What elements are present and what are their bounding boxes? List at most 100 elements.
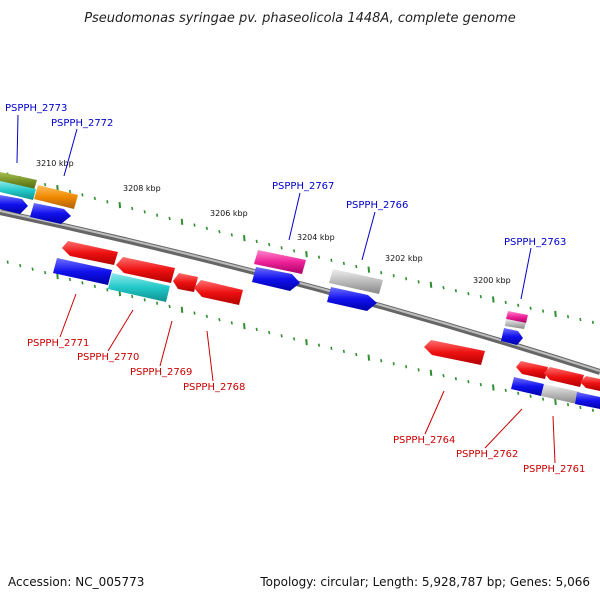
gene-pspph-2772[interactable] bbox=[34, 185, 78, 209]
top-tick bbox=[579, 317, 582, 322]
bottom-tick bbox=[106, 288, 109, 292]
gene-red-2762b[interactable] bbox=[544, 367, 584, 387]
bottom-tick bbox=[44, 270, 47, 275]
callout-lines-bottom bbox=[59, 293, 556, 464]
gene-blue-top-2[interactable] bbox=[30, 203, 71, 224]
bottom-tick bbox=[330, 346, 333, 350]
tick-label-3204: 3204 kbp bbox=[297, 233, 335, 242]
gene-pspph-2764[interactable] bbox=[424, 340, 485, 365]
bottom-tick bbox=[19, 263, 22, 268]
top-tick bbox=[317, 255, 321, 259]
top-tick bbox=[193, 223, 196, 227]
gene-pspph-2771[interactable] bbox=[53, 258, 112, 285]
label-pspph-2761[interactable]: PSPPH_2761 bbox=[523, 464, 585, 475]
bottom-tick bbox=[143, 298, 146, 302]
bottom-tick bbox=[554, 398, 557, 405]
top-tick bbox=[542, 309, 545, 313]
gene-pspph-2762[interactable] bbox=[511, 377, 544, 396]
bottom-tick bbox=[467, 380, 470, 384]
top-tick bbox=[492, 296, 495, 303]
top-tick bbox=[268, 242, 271, 247]
top-tick bbox=[554, 310, 557, 317]
top-tick bbox=[355, 264, 358, 269]
top-tick bbox=[93, 196, 96, 201]
gene-red-2761a[interactable] bbox=[580, 376, 600, 391]
gene-cyan-top[interactable] bbox=[0, 181, 36, 200]
top-tick bbox=[442, 286, 445, 290]
bottom-tick bbox=[193, 311, 196, 315]
top-tick bbox=[293, 249, 296, 253]
bottom-tick bbox=[56, 273, 59, 280]
label-pspph-2767[interactable]: PSPPH_2767 bbox=[272, 181, 334, 192]
top-tick bbox=[230, 233, 233, 237]
bottom-tick bbox=[392, 362, 395, 366]
gene-pspph-2763[interactable] bbox=[506, 311, 528, 323]
top-tick bbox=[330, 258, 333, 262]
gene-pspph-2761[interactable] bbox=[541, 384, 580, 404]
label-pspph-2763[interactable]: PSPPH_2763 bbox=[504, 237, 566, 248]
bottom-tick bbox=[268, 330, 271, 335]
bottom-tick bbox=[454, 377, 457, 381]
bottom-tick bbox=[367, 354, 371, 361]
bottom-tick bbox=[355, 352, 358, 357]
genome-summary-text: Topology: circular; Length: 5,928,787 bp… bbox=[259, 575, 590, 589]
gene-red-2762a[interactable] bbox=[516, 361, 548, 379]
gene-pspph-2767[interactable] bbox=[254, 250, 306, 274]
gene-gray-2763b[interactable] bbox=[505, 319, 526, 329]
top-tick bbox=[243, 235, 246, 242]
top-tick bbox=[218, 230, 221, 234]
gene-pspph-2766[interactable] bbox=[329, 269, 383, 294]
bottom-tick bbox=[429, 369, 433, 376]
gene-blue-2767b[interactable] bbox=[252, 267, 300, 291]
label-pspph-2770[interactable]: PSPPH_2770 bbox=[77, 352, 139, 363]
tick-row-top bbox=[6, 172, 594, 324]
top-tick bbox=[118, 202, 122, 209]
bottom-tick bbox=[405, 365, 408, 369]
bottom-tick bbox=[591, 408, 594, 412]
label-pspph-2771[interactable]: PSPPH_2771 bbox=[27, 338, 89, 349]
accession-text: Accession: NC_005773 bbox=[8, 575, 144, 589]
gene-blue-2763c[interactable] bbox=[501, 328, 523, 345]
gene-pspph-2770[interactable] bbox=[108, 273, 170, 302]
top-tick bbox=[305, 251, 308, 258]
label-pspph-2769[interactable]: PSPPH_2769 bbox=[130, 367, 192, 378]
top-tick bbox=[81, 193, 84, 197]
bottom-tick bbox=[255, 327, 258, 332]
bottom-tick bbox=[529, 394, 532, 398]
label-pspph-2768[interactable]: PSPPH_2768 bbox=[183, 382, 245, 393]
gene-pspph-2768[interactable] bbox=[194, 280, 243, 305]
bottom-tick bbox=[579, 405, 582, 410]
top-tick bbox=[180, 218, 184, 225]
gene-pspph-2769[interactable] bbox=[173, 273, 198, 292]
map-title: Pseudomonas syringae pv. phaseolicola 14… bbox=[84, 11, 516, 26]
bottom-tick bbox=[180, 306, 184, 313]
top-tick bbox=[367, 266, 371, 273]
gene-blue-edge[interactable] bbox=[575, 392, 600, 409]
bottom-tick bbox=[380, 359, 383, 363]
bottom-tick bbox=[517, 391, 520, 395]
bottom-tick bbox=[93, 284, 96, 289]
bottom-tick bbox=[230, 321, 233, 325]
top-tick bbox=[44, 182, 47, 187]
genome-backbone-highlight bbox=[0, 210, 600, 372]
bottom-tick bbox=[6, 260, 9, 264]
top-tick bbox=[392, 274, 395, 278]
tick-label-3206: 3206 kbp bbox=[210, 209, 248, 218]
gene-red-2770a[interactable] bbox=[116, 257, 175, 283]
label-pspph-2764[interactable]: PSPPH_2764 bbox=[393, 435, 455, 446]
gene-red-2771a[interactable] bbox=[62, 241, 118, 265]
label-pspph-2762[interactable]: PSPPH_2762 bbox=[456, 449, 518, 460]
top-tick bbox=[205, 226, 208, 231]
top-tick bbox=[417, 280, 420, 284]
label-pspph-2772[interactable]: PSPPH_2772 bbox=[51, 118, 113, 129]
gene-blue-2766b[interactable] bbox=[327, 287, 377, 311]
gene-pspph-2773[interactable] bbox=[0, 195, 28, 214]
top-tick bbox=[143, 210, 146, 214]
label-pspph-2766[interactable]: PSPPH_2766 bbox=[346, 200, 408, 211]
label-pspph-2773[interactable]: PSPPH_2773 bbox=[5, 103, 67, 114]
top-tick bbox=[106, 200, 109, 204]
bottom-tick bbox=[305, 339, 308, 346]
bottom-tick bbox=[68, 277, 72, 282]
bottom-tick bbox=[81, 281, 84, 285]
